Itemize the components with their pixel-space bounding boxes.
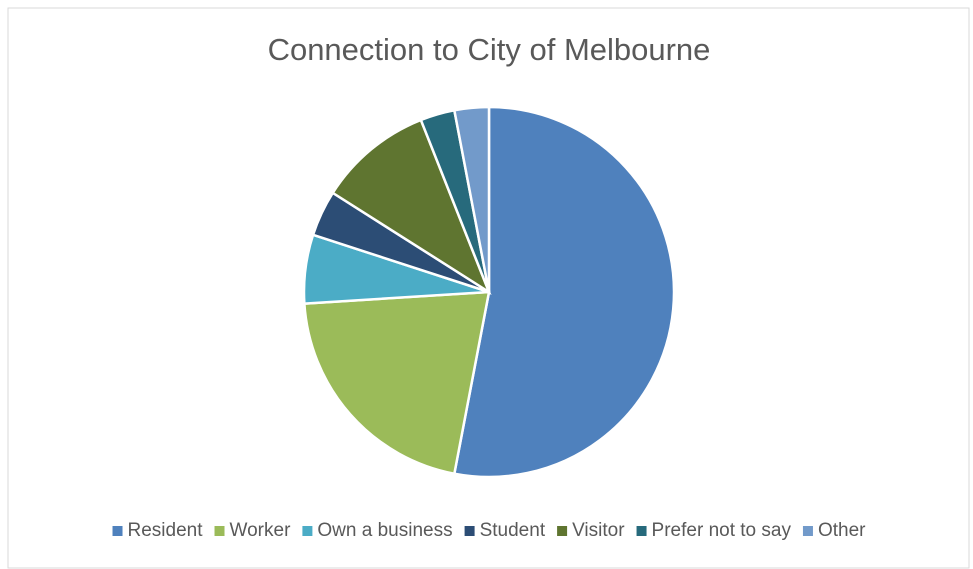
legend-swatch bbox=[302, 526, 313, 536]
legend-swatch bbox=[214, 526, 225, 536]
legend-label: Worker bbox=[230, 520, 292, 541]
legend-swatch bbox=[636, 526, 647, 536]
chart-title: Connection to City of Melbourne bbox=[268, 32, 711, 67]
legend-label: Prefer not to say bbox=[652, 520, 792, 541]
legend-label: Own a business bbox=[317, 520, 452, 541]
legend-label: Resident bbox=[128, 520, 204, 541]
pie-slice bbox=[452, 105, 491, 293]
legend: Resident Worker Own a business Student Visit… bbox=[112, 520, 866, 541]
legend-swatch bbox=[112, 526, 123, 536]
legend-swatch bbox=[557, 526, 568, 536]
pie-slice bbox=[452, 105, 676, 479]
legend-swatch bbox=[802, 526, 813, 536]
legend-swatch bbox=[464, 526, 475, 536]
legend-label: Other bbox=[818, 520, 866, 541]
pie-slice bbox=[303, 290, 491, 476]
legend-label: Student bbox=[480, 520, 546, 541]
legend-label: Visitor bbox=[572, 520, 625, 541]
pie-slice bbox=[331, 118, 492, 296]
